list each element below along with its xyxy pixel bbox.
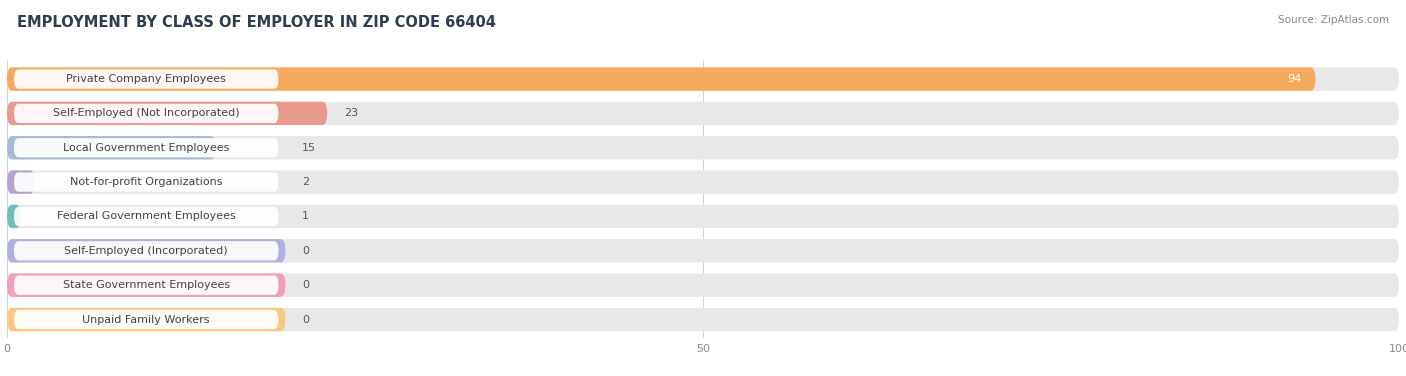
Text: Not-for-profit Organizations: Not-for-profit Organizations [70,177,222,187]
Text: 0: 0 [302,314,309,324]
Text: 23: 23 [344,108,359,118]
Text: Unpaid Family Workers: Unpaid Family Workers [83,314,209,324]
FancyBboxPatch shape [7,308,285,331]
FancyBboxPatch shape [14,138,278,158]
FancyBboxPatch shape [7,136,217,159]
Text: 1: 1 [302,211,309,221]
FancyBboxPatch shape [14,276,278,295]
FancyBboxPatch shape [7,308,1399,331]
FancyBboxPatch shape [14,173,278,192]
Text: Self-Employed (Not Incorporated): Self-Employed (Not Incorporated) [53,108,239,118]
FancyBboxPatch shape [7,67,1399,91]
Text: 0: 0 [302,280,309,290]
Text: 15: 15 [302,143,316,153]
FancyBboxPatch shape [7,273,1399,297]
FancyBboxPatch shape [7,170,1399,194]
FancyBboxPatch shape [14,310,278,329]
Text: 2: 2 [302,177,309,187]
FancyBboxPatch shape [7,273,285,297]
FancyBboxPatch shape [14,104,278,123]
Text: EMPLOYMENT BY CLASS OF EMPLOYER IN ZIP CODE 66404: EMPLOYMENT BY CLASS OF EMPLOYER IN ZIP C… [17,15,496,30]
Text: Local Government Employees: Local Government Employees [63,143,229,153]
Text: Self-Employed (Incorporated): Self-Employed (Incorporated) [65,246,228,256]
FancyBboxPatch shape [7,102,328,125]
FancyBboxPatch shape [7,205,1399,228]
Text: State Government Employees: State Government Employees [63,280,229,290]
FancyBboxPatch shape [7,102,1399,125]
Text: Private Company Employees: Private Company Employees [66,74,226,84]
FancyBboxPatch shape [7,239,1399,262]
FancyBboxPatch shape [14,70,278,89]
FancyBboxPatch shape [7,136,1399,159]
FancyBboxPatch shape [7,170,35,194]
Text: Federal Government Employees: Federal Government Employees [56,211,236,221]
Text: 0: 0 [302,246,309,256]
FancyBboxPatch shape [7,67,1316,91]
Text: 94: 94 [1288,74,1302,84]
FancyBboxPatch shape [14,241,278,261]
FancyBboxPatch shape [7,239,285,262]
Text: Source: ZipAtlas.com: Source: ZipAtlas.com [1278,15,1389,25]
FancyBboxPatch shape [7,205,21,228]
FancyBboxPatch shape [14,207,278,226]
